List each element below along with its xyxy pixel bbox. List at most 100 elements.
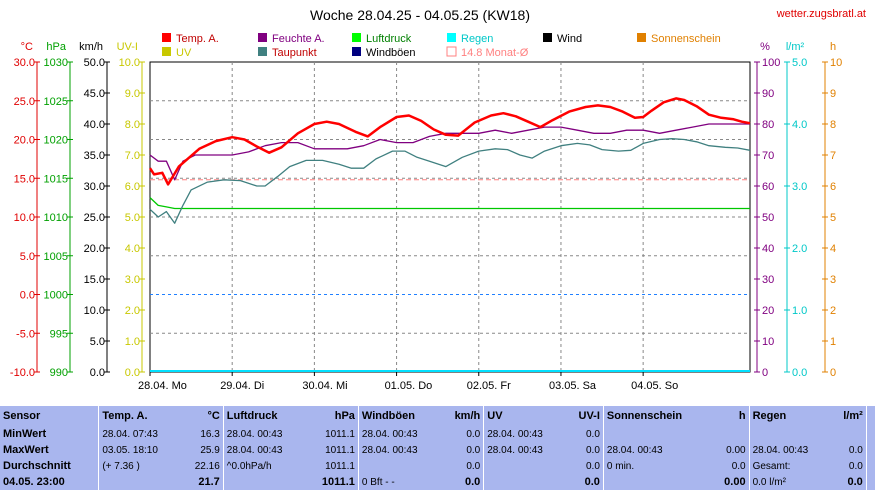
axis-tick-label: 6.0 bbox=[125, 181, 140, 193]
row-label: MaxWert bbox=[3, 444, 49, 456]
cell-regen-time bbox=[748, 426, 832, 442]
legend-label: UV bbox=[176, 47, 192, 59]
row-label: MinWert bbox=[3, 428, 47, 440]
axis-tick-label: -5.0 bbox=[16, 328, 35, 340]
axis-tick-label: 15.0 bbox=[84, 274, 105, 286]
axis-tick-label: 0 bbox=[830, 367, 836, 379]
cell-boen-time bbox=[357, 458, 441, 474]
axis-tick-label: 10.0 bbox=[84, 305, 105, 317]
legend: Temp. A. Feuchte A. Luftdruck Regen Wind Sonn… bbox=[162, 33, 721, 59]
cell-boen-time: 0 Bft - - bbox=[357, 474, 441, 490]
axis-tick-label: 15.0 bbox=[14, 173, 35, 185]
x-tick-label: 03.05. Sa bbox=[549, 380, 597, 392]
header-sonne-unit: h bbox=[738, 410, 746, 422]
x-tick-label: 29.04. Di bbox=[220, 380, 264, 392]
axis-tick-label: 50 bbox=[762, 212, 774, 224]
axis-tick-label: 30.0 bbox=[84, 181, 105, 193]
axis-tick-label: 20 bbox=[762, 305, 774, 317]
axis-unit-left: hPa bbox=[46, 41, 66, 53]
axis-tick-label: 1.0 bbox=[792, 305, 807, 317]
cell-sonne-value: 0.00 bbox=[724, 476, 746, 488]
axis-tick-label: 40.0 bbox=[84, 119, 105, 131]
cell-regen-value: 0.0 bbox=[847, 476, 863, 488]
legend-swatch bbox=[447, 33, 456, 42]
legend-swatch bbox=[162, 47, 171, 56]
header-druck-unit: hPa bbox=[334, 410, 355, 422]
axis-tick-label: 8 bbox=[830, 119, 836, 131]
axis-tick-label: 1010 bbox=[44, 212, 68, 224]
cell-uv-value: 0.0 bbox=[586, 460, 600, 472]
series-luftdruck bbox=[149, 197, 750, 210]
axis-tick-label: 1 bbox=[830, 336, 836, 348]
cell-uv-time bbox=[483, 458, 567, 474]
axis-tick-label: 2.0 bbox=[125, 305, 140, 317]
stats-spacer bbox=[865, 442, 875, 458]
stats-row-current: 04.05. 23:00 21.7 1011.1 0 Bft - - 0.0 0… bbox=[0, 474, 875, 490]
cell-druck-time: ^0.0hPa/h bbox=[222, 458, 306, 474]
cell-temp-time: 28.04. 07:43 bbox=[98, 426, 182, 442]
cell-druck-value: 1011.1 bbox=[325, 460, 355, 472]
axis-tick-label: 4.0 bbox=[792, 119, 807, 131]
legend-swatch bbox=[446, 46, 457, 57]
cell-temp-time: (+ 7.36 ) bbox=[98, 458, 182, 474]
axis-tick-label: 3.0 bbox=[125, 274, 140, 286]
header-uv-unit: UV-I bbox=[578, 410, 600, 422]
series-taupunkt bbox=[149, 138, 751, 224]
series-feuchte-a bbox=[149, 123, 750, 181]
cell-druck-value: 1011.1 bbox=[325, 428, 355, 440]
axis-tick-label: 3 bbox=[830, 274, 836, 286]
axis-tick-label: 2 bbox=[830, 305, 836, 317]
axis-tick-label: 25.0 bbox=[84, 212, 105, 224]
axis-tick-label: 1020 bbox=[44, 135, 68, 147]
cell-sonne-value: 0.0 bbox=[731, 460, 746, 472]
axis-tick-label: 35.0 bbox=[84, 150, 105, 162]
header-regen: Regen bbox=[748, 406, 832, 426]
cell-temp-time: 03.05. 18:10 bbox=[98, 442, 182, 458]
cell-sonne-time: 0 min. bbox=[602, 458, 712, 474]
axis-tick-label: 0 bbox=[762, 367, 768, 379]
legend-label: Regen bbox=[461, 33, 493, 45]
header-uv: UV bbox=[483, 406, 567, 426]
cell-temp-value: 21.7 bbox=[198, 476, 220, 488]
cell-sonne-value bbox=[712, 426, 749, 442]
cell-sonne-time bbox=[602, 426, 712, 442]
cell-druck-value: 1011.1 bbox=[325, 444, 355, 456]
weekly-weather-chart: Woche 28.04.25 - 04.05.25 (KW18) wetter.… bbox=[10, 7, 866, 392]
axis-tick-label: 25.0 bbox=[14, 96, 35, 108]
header-regen-unit: l/m² bbox=[843, 410, 863, 422]
stats-row-max: MaxWert 03.05. 18:10 25.9 28.04. 00:43 1… bbox=[0, 442, 875, 458]
cell-uv-time bbox=[483, 474, 567, 490]
cell-uv-value: 0.0 bbox=[586, 428, 600, 440]
axis-tick-label: 1025 bbox=[44, 96, 68, 108]
axis-tick-label: 30.0 bbox=[14, 57, 35, 69]
axis-tick-label: 5 bbox=[830, 212, 836, 224]
legend-swatch bbox=[258, 47, 267, 56]
cell-regen-value: 0.0 bbox=[848, 460, 863, 472]
axis-tick-label: 0.0 bbox=[125, 367, 140, 379]
axis-tick-label: 20.0 bbox=[14, 135, 35, 147]
axis-tick-label: 90 bbox=[762, 88, 774, 100]
legend-label: Windböen bbox=[366, 47, 416, 59]
axis-tick-label: 995 bbox=[50, 328, 68, 340]
header-boen: Windböen bbox=[357, 406, 441, 426]
cell-boen-value: 0.0 bbox=[464, 476, 481, 488]
axis-tick-label: 8.0 bbox=[125, 119, 140, 131]
legend-label: Wind bbox=[557, 33, 582, 45]
axis-tick-label: 1.0 bbox=[125, 336, 140, 348]
site-link[interactable]: wetter.zugsbratl.at bbox=[776, 8, 866, 20]
cell-temp-value: 16.3 bbox=[200, 428, 220, 440]
stats-spacer bbox=[865, 458, 875, 474]
cell-boen-time: 28.04. 00:43 bbox=[357, 442, 441, 458]
axis-tick-label: 2.0 bbox=[792, 243, 807, 255]
legend-swatch bbox=[352, 33, 361, 42]
axis-tick-label: 50.0 bbox=[84, 57, 105, 69]
legend-label: Taupunkt bbox=[272, 47, 317, 59]
axis-tick-label: 10 bbox=[762, 336, 774, 348]
axis-unit-right: % bbox=[760, 41, 770, 53]
axis-tick-label: 10.0 bbox=[119, 57, 140, 69]
row-label: 04.05. 23:00 bbox=[3, 476, 65, 488]
stats-spacer bbox=[865, 474, 875, 490]
axis-tick-label: 4 bbox=[830, 243, 836, 255]
legend-swatch bbox=[543, 33, 552, 42]
axis-tick-label: 40 bbox=[762, 243, 774, 255]
